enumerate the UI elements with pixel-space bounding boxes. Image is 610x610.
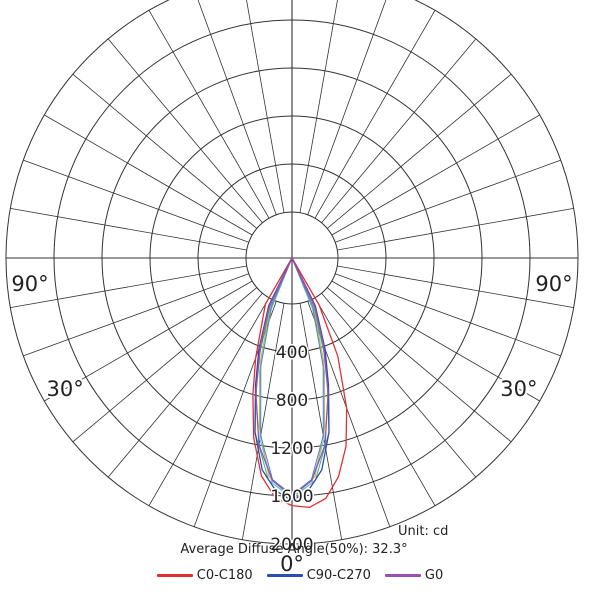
grid-spoke-70	[335, 273, 561, 357]
extra-trace-0	[254, 257, 330, 498]
legend-swatch-c0-c180	[156, 574, 193, 577]
radial-tick-1200: 1200	[270, 439, 313, 459]
series-curve-g0	[255, 257, 329, 497]
legend-item-c90-c270: C90-C270	[266, 568, 371, 583]
legend-swatch-c90-c270	[266, 574, 303, 577]
radial-tick-400: 400	[276, 343, 308, 363]
grid-spoke-110	[335, 159, 561, 243]
angle-label-3: 30°	[500, 377, 537, 401]
grid-spoke-240	[44, 114, 253, 236]
grid-spoke-80	[337, 265, 574, 309]
grid-spoke-350	[241, 303, 285, 540]
grid-spoke-300	[44, 280, 253, 402]
grid-spoke-220	[107, 38, 263, 224]
extra-trace-3	[260, 257, 324, 496]
grid-spoke-50	[326, 287, 512, 443]
grid-spoke-60	[331, 280, 540, 402]
grid-spoke-290	[23, 273, 249, 357]
grid-spoke-160	[307, 0, 387, 215]
radial-tick-1600: 1600	[270, 487, 313, 507]
grid-spoke-30	[314, 297, 436, 506]
angle-label-4: 0°	[280, 552, 304, 576]
grid-spoke-320	[107, 292, 263, 478]
polar-grid	[5, 0, 579, 545]
average-diffuse-angle: Average Diffuse Angle(50%): 32.3°	[180, 542, 408, 557]
angle-label-2: 30°	[46, 377, 83, 401]
legend-label-g0: G0	[424, 568, 444, 583]
legend-swatch-g0	[384, 574, 421, 577]
angle-label-1: 90°	[535, 272, 572, 296]
grid-spoke-230	[72, 73, 258, 229]
grid-spoke-330	[148, 297, 270, 506]
legend-item-g0: G0	[384, 568, 444, 583]
radial-tick-labels: 400 800 1200 1600 2000	[269, 342, 315, 557]
angle-label-0: 90°	[11, 272, 48, 296]
series-curve-c90-c270	[254, 257, 330, 502]
grid-spoke-250	[23, 159, 249, 243]
grid-spoke-130	[326, 73, 512, 229]
legend-item-c0-c180: C0-C180	[156, 568, 253, 583]
grid-spoke-280	[10, 265, 247, 309]
legend-label-c0-c180: C0-C180	[196, 568, 253, 583]
legend-label-c90-c270: C90-C270	[306, 568, 371, 583]
legend: C0-C180 C90-C270 G0	[0, 568, 600, 583]
intensity-curves	[252, 257, 348, 509]
unit-label: Unit: cd	[398, 524, 449, 539]
grid-spoke-170	[299, 0, 338, 213]
grid-spoke-200	[197, 0, 277, 215]
grid-spoke-260	[10, 207, 247, 251]
grid-spoke-150	[314, 10, 436, 219]
angle-labels: 90° 90° 30° 30° 0°	[9, 270, 574, 578]
radial-tick-2000: 2000	[270, 535, 313, 555]
grid-spoke-310	[72, 287, 258, 443]
grid-spoke-190	[246, 0, 285, 213]
radial-tick-800: 800	[276, 391, 308, 411]
series-curve-c0-c180	[252, 257, 348, 509]
grid-spoke-120	[331, 114, 540, 236]
grid-spoke-10	[299, 303, 343, 540]
grid-spoke-40	[321, 292, 477, 478]
grid-spoke-210	[148, 10, 270, 219]
grid-spoke-100	[337, 207, 574, 251]
grid-spoke-140	[321, 38, 477, 224]
